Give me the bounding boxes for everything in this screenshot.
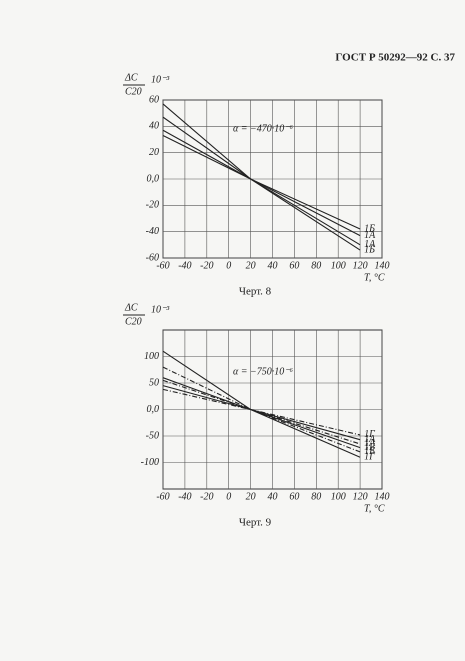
series-label: 1Б [364, 244, 375, 255]
series-label: 1Б [364, 446, 375, 457]
x-tick-label: 60 [289, 260, 299, 271]
x-tick-label: 60 [289, 491, 299, 502]
y-tick-label: 60 [149, 94, 159, 105]
y-tick-label: 100 [144, 351, 159, 362]
series-label: 1Г [364, 451, 375, 462]
x-tick-label: 40 [268, 260, 278, 271]
y-label-denominator: C20 [125, 86, 142, 97]
x-tick-label: -40 [178, 491, 191, 502]
annotation: α = −470·10⁻⁶ [233, 123, 294, 134]
y-tick-label: -100 [141, 457, 159, 468]
x-tick-label: 0 [226, 491, 231, 502]
x-tick-label: -40 [178, 260, 191, 271]
annotation: α = −750·10⁻⁶ [233, 367, 294, 378]
data-line [162, 135, 361, 230]
x-label: T, °C [364, 503, 385, 514]
y-label-denominator: C20 [125, 316, 142, 327]
x-tick-label: 80 [311, 491, 321, 502]
x-tick-label: 80 [311, 260, 321, 271]
y-tick-label: 20 [149, 147, 159, 158]
caption: Черт. 9 [239, 517, 272, 529]
series-label: 1Б [364, 442, 375, 453]
y-tick-label: 50 [149, 377, 159, 388]
x-tick-label: 140 [375, 491, 390, 502]
data-line [162, 385, 361, 441]
x-tick-label: -20 [200, 491, 213, 502]
caption: Черт. 8 [239, 286, 272, 298]
y-label: ΔC [124, 72, 138, 83]
x-tick-label: 20 [246, 260, 256, 271]
x-tick-label: -20 [200, 260, 213, 271]
page-header: ГОСТ Р 50292—92 С. 37 [335, 52, 455, 64]
y-tick-label: -20 [146, 200, 159, 211]
data-line [162, 388, 361, 436]
x-tick-label: 100 [331, 260, 346, 271]
x-tick-label: 20 [246, 491, 256, 502]
series-label: 1А [364, 230, 376, 241]
x-label: T, °C [364, 272, 385, 283]
y-unit: 10⁻³ [151, 74, 170, 85]
x-tick-label: 120 [353, 491, 368, 502]
x-tick-label: 120 [353, 260, 368, 271]
y-tick-label: 0,0 [147, 404, 160, 415]
y-label: ΔC [124, 302, 138, 313]
y-unit: 10⁻³ [151, 304, 170, 315]
series-label: 1А [364, 438, 376, 449]
x-tick-label: 0 [226, 260, 231, 271]
y-tick-label: 0,0 [147, 173, 160, 184]
series-label: 1А [364, 434, 376, 445]
y-tick-label: -40 [146, 226, 159, 237]
x-tick-label: -60 [156, 260, 169, 271]
y-tick-label: -50 [146, 430, 159, 441]
y-tick-label: 40 [149, 121, 159, 132]
series-label: 1Г [364, 429, 375, 440]
y-tick-label: -60 [146, 252, 159, 263]
x-tick-label: 140 [375, 260, 390, 271]
x-tick-label: 100 [331, 491, 346, 502]
series-label: 1Б [364, 223, 375, 234]
series-label: 1А [364, 239, 376, 250]
x-tick-label: -60 [156, 491, 169, 502]
x-tick-label: 40 [268, 491, 278, 502]
